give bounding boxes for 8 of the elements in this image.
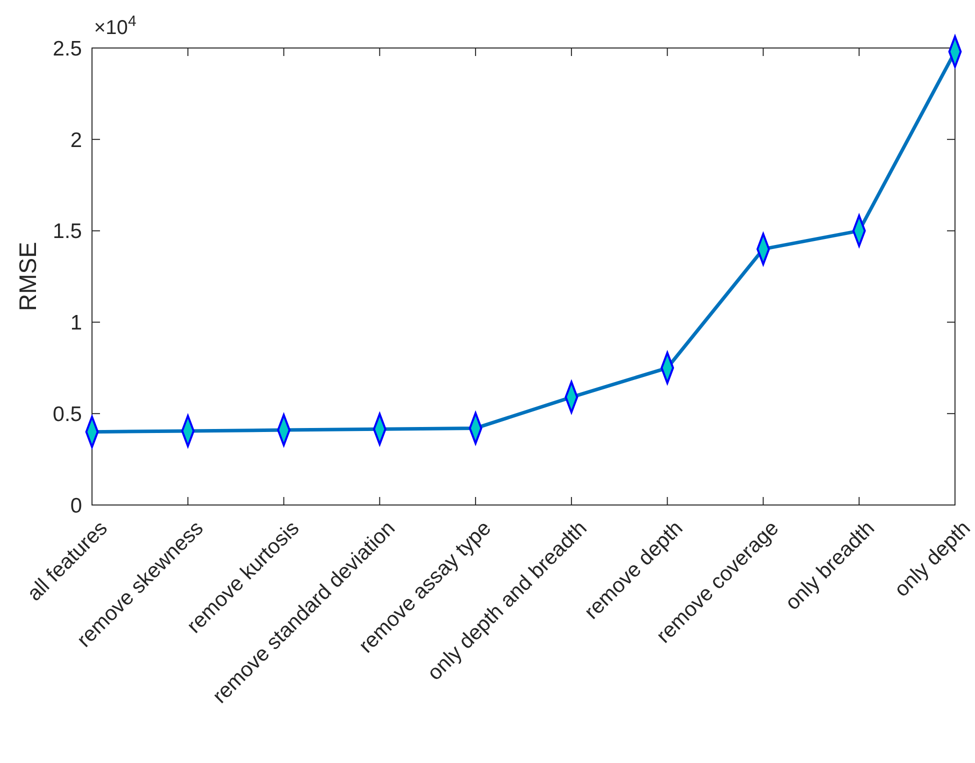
- y-tick-label: 1.5: [52, 220, 82, 244]
- y-axis-title: RMSE: [15, 242, 42, 312]
- y-tick-label: 2.5: [52, 37, 82, 60]
- text: ×10$^{4}$: [94, 12, 136, 39]
- y-tick-label: 2: [70, 128, 82, 152]
- y-tick-label: 1: [70, 312, 82, 335]
- y-tick-label: 0: [70, 494, 82, 518]
- y-tick-label: 0.5: [52, 402, 82, 426]
